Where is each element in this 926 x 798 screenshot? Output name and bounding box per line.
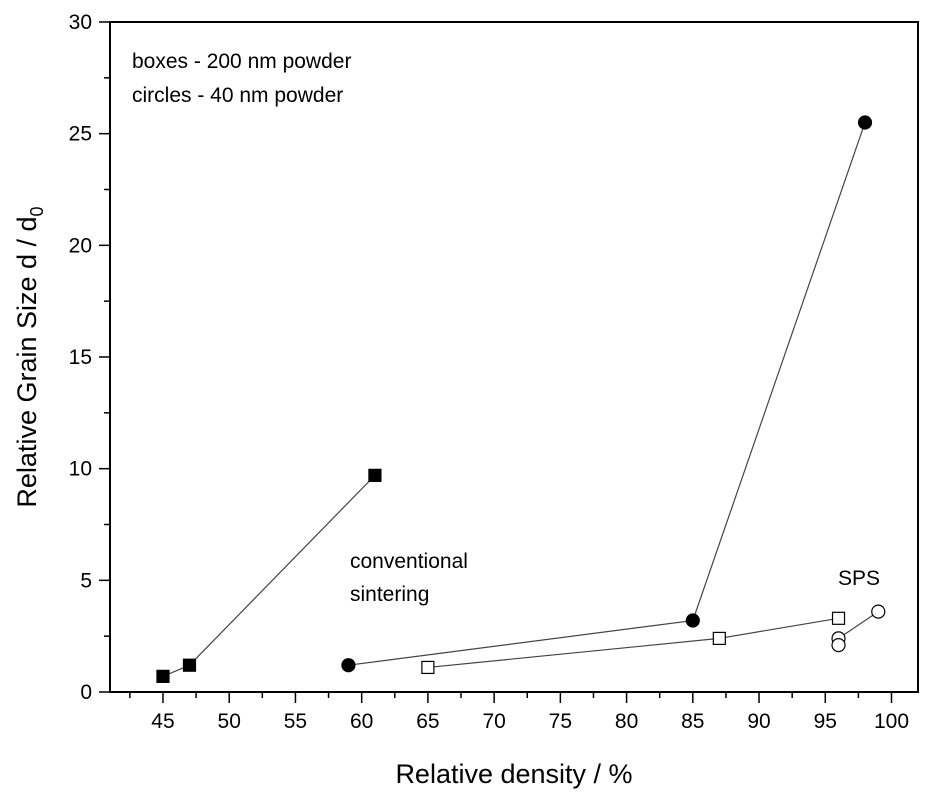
x-axis-ticks: 45 50 55 60 65 70 75 80 85 90 95 100: [129, 692, 909, 733]
filled-square-marker: [156, 669, 170, 683]
x-axis-title: Relative density / %: [395, 759, 632, 789]
y-axis-title-main: Relative Grain Size d / d: [12, 216, 42, 507]
series-line: [838, 611, 879, 639]
open-square-marker: [712, 631, 726, 646]
legend-note-circles: circles - 40 nm powder: [132, 84, 343, 107]
annotation-sps: SPS: [838, 567, 880, 590]
plot-frame: [109, 21, 919, 693]
x-tick-label: 45: [151, 710, 174, 733]
annotation-sintering: sintering: [350, 583, 429, 606]
filled-circle-marker: [341, 658, 356, 673]
open-circle-marker: [831, 637, 846, 653]
x-tick-label: 90: [747, 710, 770, 733]
y-axis-title-subscript: 0: [27, 206, 47, 216]
y-axis-ticks: 0 5 10 15 20 25 30: [69, 11, 110, 704]
open-circle-marker: [871, 604, 886, 619]
y-axis-title: Relative Grain Size d / d0: [12, 206, 47, 507]
filled-square-marker: [182, 658, 197, 672]
x-tick-label: 75: [549, 710, 572, 733]
legend-note-boxes: boxes - 200 nm powder: [132, 50, 351, 73]
series-line: [427, 617, 839, 669]
open-square-marker: [421, 660, 435, 675]
filled-circle-marker: [857, 115, 873, 130]
x-tick-label: 70: [482, 710, 505, 733]
x-tick-label: 60: [350, 710, 373, 733]
x-tick-label: 65: [416, 710, 439, 733]
x-tick-label: 55: [284, 710, 307, 733]
y-tick-label: 10: [69, 458, 92, 481]
y-tick-label: 20: [69, 234, 92, 257]
y-tick-label: 30: [69, 11, 92, 34]
data-markers: [156, 115, 886, 683]
y-tick-label: 5: [80, 569, 92, 592]
annotation-conventional: conventional: [350, 550, 468, 573]
series-line: [162, 474, 376, 677]
x-tick-label: 50: [218, 710, 241, 733]
y-tick-label: 15: [69, 346, 92, 369]
x-tick-label: 80: [615, 710, 638, 733]
y-tick-label: 25: [69, 123, 92, 146]
filled-circle-marker: [685, 613, 700, 628]
open-square-marker: [831, 611, 846, 625]
filled-square-marker: [368, 468, 382, 482]
x-tick-label: 95: [814, 710, 837, 733]
x-tick-label: 85: [681, 710, 704, 733]
y-tick-label: 0: [80, 681, 92, 704]
series-lines: [162, 122, 879, 677]
x-tick-label: 100: [874, 710, 909, 733]
